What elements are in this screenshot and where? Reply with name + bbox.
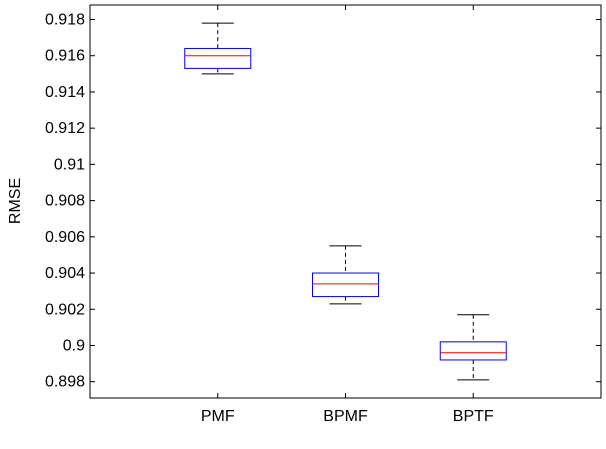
x-axis-ticks: PMF BPMF BPTF xyxy=(201,5,494,425)
x-tick-label: BPMF xyxy=(323,408,368,425)
box-series xyxy=(184,22,507,381)
box-iqr xyxy=(312,272,379,298)
box-pmf xyxy=(184,22,252,75)
y-tick-label: 0.9 xyxy=(63,337,85,354)
y-tick-label: 0.918 xyxy=(45,11,85,28)
box-bpmf xyxy=(312,245,379,305)
x-tick-label: BPTF xyxy=(453,408,494,425)
y-tick-label: 0.906 xyxy=(45,229,85,246)
y-tick-label: 0.91 xyxy=(54,156,85,173)
y-axis-label: RMSE xyxy=(7,178,24,224)
y-tick-label: 0.898 xyxy=(45,374,85,391)
box-iqr xyxy=(184,47,252,69)
x-tick-label: PMF xyxy=(201,408,235,425)
y-axis-ticks: 0.898 0.9 0.902 0.904 0.906 0.908 0.91 0.912 0.9… xyxy=(45,11,601,391)
y-tick-label: 0.912 xyxy=(45,120,85,137)
y-tick-label: 0.914 xyxy=(45,84,85,101)
box-iqr xyxy=(439,341,507,361)
y-tick-label: 0.916 xyxy=(45,48,85,65)
y-tick-label: 0.908 xyxy=(45,193,85,210)
y-tick-label: 0.902 xyxy=(45,301,85,318)
plot-area-frame xyxy=(89,4,602,399)
box-bptf xyxy=(439,314,507,381)
y-tick-label: 0.904 xyxy=(45,265,85,282)
